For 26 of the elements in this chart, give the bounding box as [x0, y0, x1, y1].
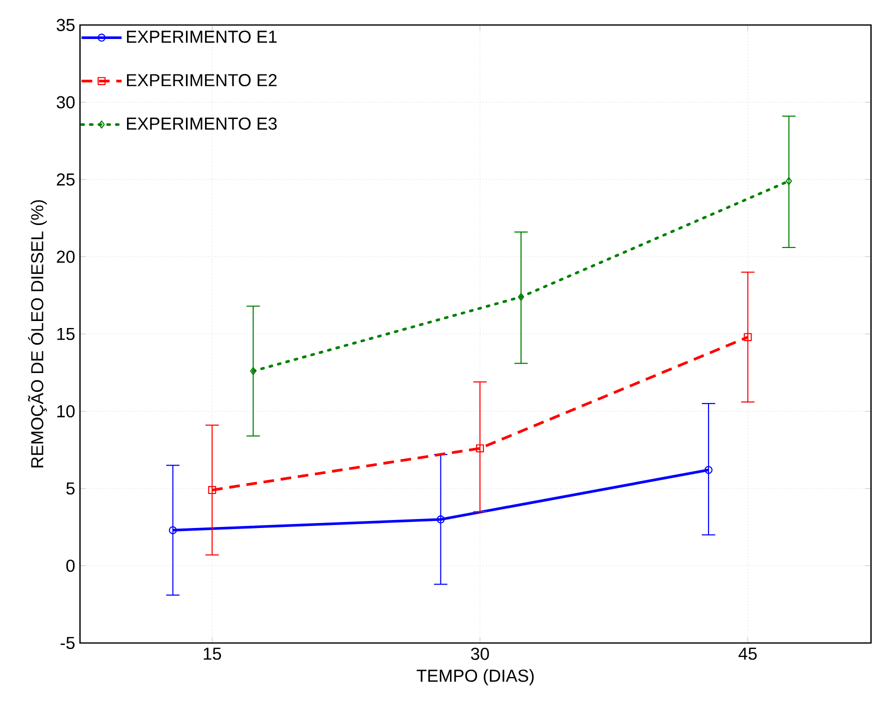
- x-tick-label: 15: [204, 648, 222, 660]
- point: [704, 466, 713, 474]
- y-tick-label: 10: [57, 405, 75, 418]
- legend-label: EXPERIMENTO E3: [127, 117, 277, 130]
- x-tick-label: 45: [738, 648, 757, 660]
- point: [250, 367, 256, 376]
- point: [518, 292, 524, 301]
- y-tick-label: 15: [57, 328, 75, 340]
- y-tick-label: 0: [66, 560, 75, 572]
- legend-label: EXPERIMENTO E1: [127, 30, 277, 43]
- y-tick-label: 35: [56, 18, 75, 32]
- x-axis-title: TEMPO (DIAS): [416, 669, 534, 686]
- legend-label: EXPERIMENTO E2: [127, 74, 277, 86]
- y-tick-label: 25: [56, 173, 75, 186]
- y-axis-title: REMOÇÃO DE ÓLEO DIESEL (%): [28, 200, 47, 468]
- y-tick-label: 30: [56, 96, 75, 108]
- point: [476, 444, 484, 452]
- point: [436, 515, 445, 524]
- y-tick-label: 5: [66, 482, 75, 495]
- y-tick-label: 20: [56, 250, 75, 263]
- x-tick-label: 30: [471, 648, 489, 660]
- y-tick-label: -5: [60, 636, 75, 650]
- point: [208, 486, 216, 494]
- point: [744, 333, 752, 342]
- point: [168, 526, 177, 534]
- point: [786, 177, 792, 186]
